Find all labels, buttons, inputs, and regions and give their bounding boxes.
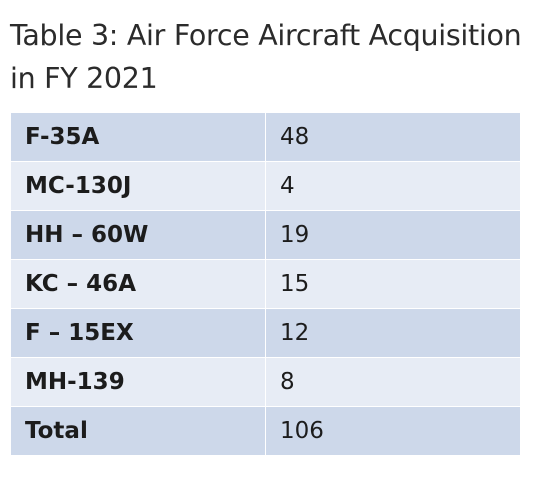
total-value-cell: 106 <box>265 406 521 456</box>
aircraft-cell: MC-130J <box>10 161 266 211</box>
aircraft-cell: F-35A <box>10 112 266 162</box>
table-row: HH – 60W 19 <box>10 210 521 260</box>
table-row: F-35A 48 <box>10 112 521 162</box>
table-row: MH-139 8 <box>10 357 521 407</box>
aircraft-cell: MH-139 <box>10 357 266 407</box>
count-cell: 15 <box>265 259 521 309</box>
aircraft-cell: F – 15EX <box>10 308 266 358</box>
count-cell: 8 <box>265 357 521 407</box>
count-cell: 4 <box>265 161 521 211</box>
table-title: Table 3: Air Force Aircraft Acquisition … <box>10 19 522 95</box>
table-row: KC – 46A 15 <box>10 259 521 309</box>
table-total-row: Total 106 <box>10 406 521 456</box>
table-row: F – 15EX 12 <box>10 308 521 358</box>
aircraft-cell: KC – 46A <box>10 259 266 309</box>
total-label-cell: Total <box>10 406 266 456</box>
aircraft-cell: HH – 60W <box>10 210 266 260</box>
count-cell: 19 <box>265 210 521 260</box>
count-cell: 12 <box>265 308 521 358</box>
table-row: MC-130J 4 <box>10 161 521 211</box>
acquisition-table: F-35A 48 MC-130J 4 HH – 60W 19 KC – 46A … <box>10 112 521 456</box>
count-cell: 48 <box>265 112 521 162</box>
